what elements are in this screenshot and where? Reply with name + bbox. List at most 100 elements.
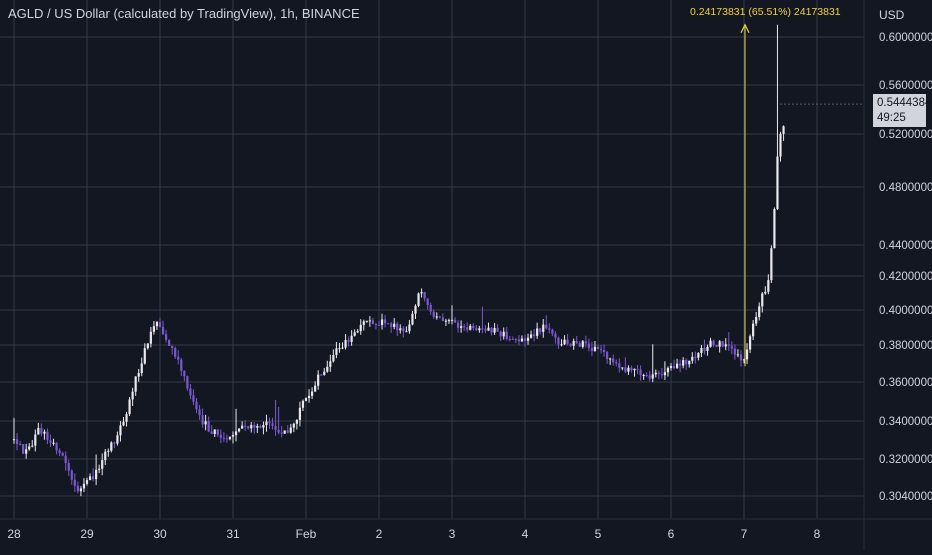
candle-body [593,346,597,351]
candle-body [362,321,365,325]
candle-body [277,429,280,433]
candle-body [587,343,590,348]
candle-body [776,156,779,210]
candle-body [107,450,110,452]
candle-body [691,356,694,361]
candle-body [557,337,560,345]
candle-body [460,326,463,328]
time-tick-label: 30 [153,527,167,541]
candle-body [441,317,444,322]
candle-body [660,374,663,376]
candle-body [222,437,225,439]
candle-body [304,398,308,401]
candle-layer [12,24,785,497]
candle-body [234,431,238,436]
candle-body [545,324,548,329]
candle-body [447,320,451,322]
candle-body [271,423,274,426]
candle-body [657,372,660,375]
candle-body [350,335,353,342]
measure-arrow-head [740,23,750,34]
candle-body [146,343,149,349]
candle-body [602,350,606,353]
candle-body [706,346,709,351]
candle-body [289,427,292,433]
candle-body [210,431,213,435]
candle-body [429,305,432,312]
candle-body [377,324,381,326]
candle-body [91,476,95,480]
candle-body [320,374,323,376]
candle-body [767,280,770,292]
candle-body [259,426,262,428]
candle-body [292,423,295,428]
candle-body [435,316,438,318]
candle-body [25,449,28,454]
candle-body [265,421,268,426]
candle-body [168,339,171,346]
candle-body [560,344,563,346]
candle-body [295,419,298,424]
candle-body [761,293,764,307]
candle-body [682,360,685,366]
time-tick-label: 4 [522,527,529,541]
candle-body [639,369,642,376]
candle-body [581,341,584,347]
candle-body [192,395,195,402]
candle-body [536,328,539,336]
candle-body [131,391,134,400]
candle-body [332,354,335,362]
candle-body [715,344,718,347]
candle-body [274,425,277,430]
candle-body [323,371,326,375]
candle-body [654,372,657,375]
time-axis[interactable]: 28 29 30 31 Feb 2 3 4 5 6 7 8 [7,527,820,541]
candle-body [478,328,481,331]
candle-body [314,385,317,392]
candle-body [569,343,572,346]
candle-body [755,316,758,324]
candle-body [365,320,368,322]
time-tick-label: Feb [296,527,317,541]
candle-body [599,349,603,351]
candle-body [149,331,152,344]
candle-body [636,368,639,370]
candle-body [703,348,706,351]
candle-body [742,359,746,361]
candle-body [189,388,192,396]
candle-body [344,339,347,348]
candle-body [752,323,755,337]
candle-body [490,327,493,333]
candle-body [335,348,338,355]
candle-body [499,331,502,337]
candle-body [55,442,58,451]
candle-body [745,349,749,360]
candle-body [195,401,198,410]
measure-layer [740,23,864,367]
candle-body [201,414,204,425]
candle-body [697,353,700,358]
candle-body [101,460,104,469]
candle-body [125,414,128,422]
candle-body [700,348,703,354]
candle-body [310,391,314,396]
candle-body [609,358,612,360]
candle-body [405,331,408,333]
candle-body [621,367,624,369]
candle-body [70,470,73,480]
candle-body [31,445,34,447]
candle-body [642,374,645,376]
candle-body [174,348,177,357]
candle-body [590,347,594,351]
candle-body [143,348,146,364]
candle-body [79,488,83,492]
candle-body [46,431,49,441]
candle-body [770,248,773,281]
candle-body [231,435,235,437]
